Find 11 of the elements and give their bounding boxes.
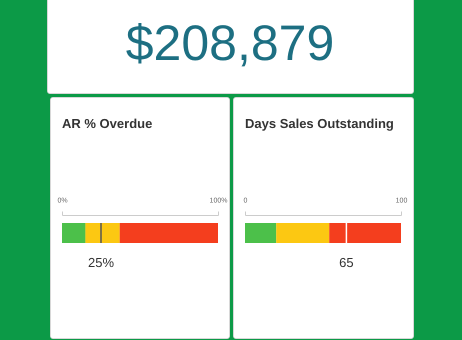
bar (85, 223, 120, 243)
chart-title: AR % Overdue (62, 116, 152, 131)
bar (329, 223, 401, 243)
bar (62, 223, 86, 243)
bar (276, 223, 330, 243)
text: $208,879 (126, 15, 334, 71)
chart-title: Days Sales Outstanding (245, 116, 394, 131)
bar (120, 223, 218, 243)
bar (245, 223, 276, 243)
ref-line-label: 65 (339, 255, 354, 270)
ref-line-label: 25% (88, 255, 114, 270)
